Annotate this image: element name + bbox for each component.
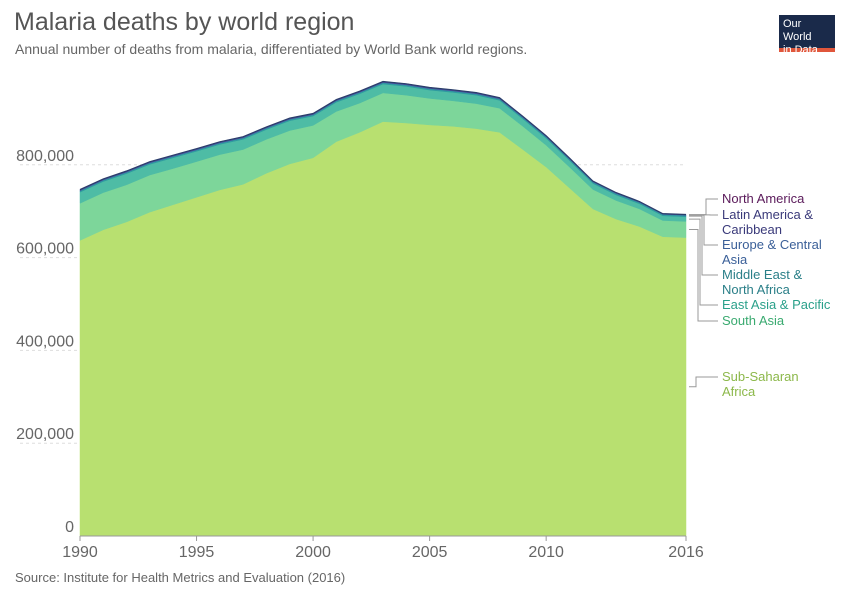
legend-connector: [689, 376, 718, 388]
x-tick-label: 2005: [412, 544, 448, 561]
legend-connector: [689, 218, 718, 306]
legend-label: Latin America &: [722, 207, 813, 222]
legend-label: Africa: [722, 384, 756, 399]
x-tick-label: 1990: [62, 544, 98, 561]
legend-label: Asia: [722, 252, 748, 267]
legend-label: Europe & Central: [722, 237, 822, 252]
legend-connector: [689, 214, 718, 246]
legend-label: North Africa: [722, 282, 791, 297]
legend-label: Sub-Saharan: [722, 369, 799, 384]
y-tick-label: 600,000: [16, 241, 74, 258]
y-tick-label: 0: [65, 519, 74, 536]
legend-label: Middle East &: [722, 267, 803, 282]
legend-label: East Asia & Pacific: [722, 297, 831, 312]
legend-label: South Asia: [722, 313, 785, 328]
x-tick-label: 2010: [528, 544, 564, 561]
total-outline: [79, 80, 687, 216]
legend-connector: [689, 229, 718, 322]
x-tick-label: 2000: [295, 544, 331, 561]
x-tick-label: 2016: [668, 544, 704, 561]
chart-subtitle: Annual number of deaths from malaria, di…: [15, 41, 528, 57]
chart-source[interactable]: Source: Institute for Health Metrics and…: [15, 570, 346, 585]
y-tick-label: 800,000: [16, 148, 74, 165]
owid-logo[interactable]: Our World in Data: [779, 15, 835, 56]
logo-line-2: in Data: [783, 44, 818, 56]
chart-title: Malaria deaths by world region: [14, 8, 355, 36]
legend-label: North America: [722, 191, 805, 206]
legend-label: Caribbean: [722, 222, 782, 237]
y-tick-label: 200,000: [16, 426, 74, 443]
legend-connector: [689, 198, 718, 216]
y-tick-label: 400,000: [16, 333, 74, 350]
logo-line-1: Our World: [783, 18, 812, 43]
x-tick-label: 1995: [179, 544, 215, 561]
legend-connector: [689, 215, 718, 276]
